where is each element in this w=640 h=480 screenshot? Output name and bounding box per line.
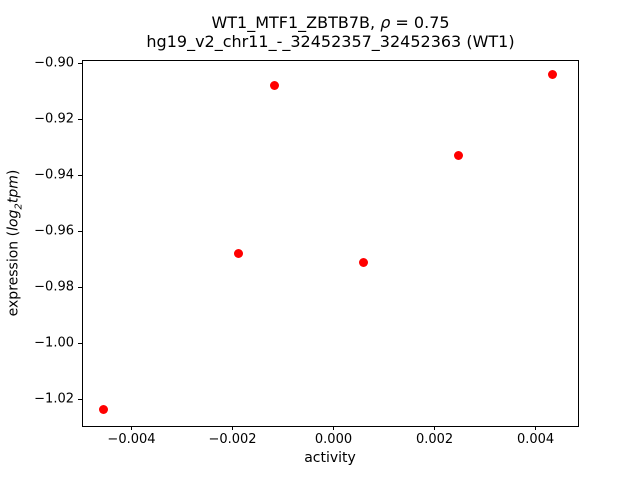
title-rho-symbol: ρ bbox=[380, 13, 391, 32]
y-tick-label: −0.90 bbox=[34, 55, 74, 71]
x-tick bbox=[535, 426, 537, 430]
x-tick-label: 0.002 bbox=[415, 432, 454, 447]
chart-title-line1: WT1_MTF1_ZBTB7B, ρ = 0.75 bbox=[82, 13, 579, 32]
y-tick-label: −1.02 bbox=[34, 391, 74, 407]
data-point bbox=[233, 248, 243, 258]
y-tick bbox=[78, 342, 82, 344]
data-point bbox=[548, 70, 558, 80]
chart-title: WT1_MTF1_ZBTB7B, ρ = 0.75 hg19_v2_chr11_… bbox=[82, 13, 579, 51]
y-axis-label: expression (log2tpm) bbox=[6, 170, 25, 317]
y-axis-label-subscript: 2 bbox=[13, 203, 25, 210]
x-axis-label: activity bbox=[304, 450, 356, 466]
y-tick-label: −0.92 bbox=[34, 111, 74, 127]
x-tick-label: −0.004 bbox=[107, 432, 156, 447]
x-tick bbox=[130, 426, 132, 430]
y-tick bbox=[78, 174, 82, 176]
y-tick bbox=[78, 286, 82, 288]
y-tick bbox=[78, 230, 82, 232]
data-point bbox=[269, 80, 279, 90]
y-axis-label-tpm: tpm bbox=[5, 175, 22, 204]
y-tick-label: −0.96 bbox=[34, 223, 74, 239]
x-tick-label: 0.004 bbox=[516, 432, 555, 447]
y-axis-label-suffix: ) bbox=[5, 169, 22, 176]
data-point bbox=[453, 150, 463, 160]
y-tick bbox=[78, 398, 82, 400]
x-tick bbox=[434, 426, 436, 430]
title-gene-names: WT1_MTF1_ZBTB7B, bbox=[211, 13, 381, 32]
y-tick-label: −1.00 bbox=[34, 335, 74, 351]
y-tick-label: −0.94 bbox=[34, 167, 74, 183]
y-axis-label-log: log bbox=[5, 209, 22, 231]
x-tick-label: 0.000 bbox=[314, 432, 353, 447]
data-point bbox=[359, 257, 369, 267]
data-point bbox=[99, 404, 109, 414]
y-tick bbox=[78, 62, 82, 64]
y-tick bbox=[78, 118, 82, 120]
x-tick bbox=[232, 426, 233, 430]
y-tick-label: −0.98 bbox=[34, 279, 74, 295]
x-tick bbox=[333, 426, 335, 430]
x-tick-label: −0.002 bbox=[208, 432, 257, 447]
title-rho-value: = 0.75 bbox=[390, 13, 450, 32]
plot-area: −0.004 −0.002 0.000 0.002 0.004 −0.90 −0.92 −0.… bbox=[34, 56, 579, 447]
y-axis-label-prefix: expression ( bbox=[5, 230, 22, 317]
chart-title-line2: hg19_v2_chr11_-_32452357_32452363 (WT1) bbox=[146, 32, 515, 51]
